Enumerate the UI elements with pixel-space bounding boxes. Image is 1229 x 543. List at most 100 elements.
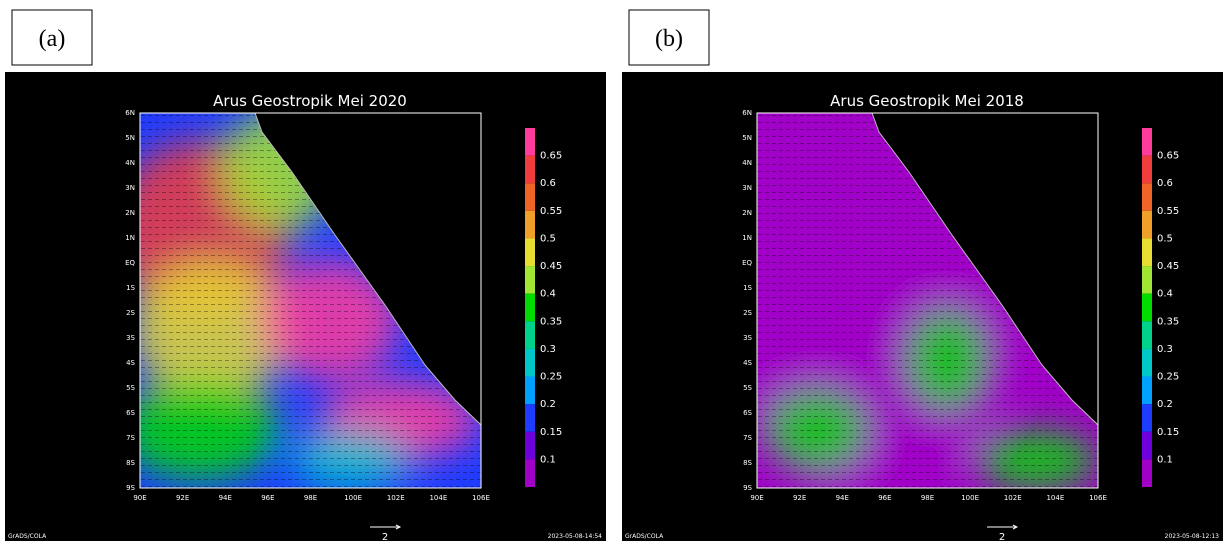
lat-tick-label: 1N <box>125 234 135 242</box>
timestamp: 2023-05-08-14:54 <box>548 533 603 540</box>
vector-field <box>110 110 481 490</box>
lat-tick-label: EQ <box>742 259 752 267</box>
map-title: Arus Geostropik Mei 2018 <box>830 92 1024 110</box>
lat-tick-label: 6S <box>126 409 135 417</box>
footer-left: GrADS/COLA <box>8 533 47 540</box>
lat-tick-label: 5N <box>742 134 752 142</box>
colorbar-segment <box>525 294 535 322</box>
colorbar-segment <box>1142 459 1152 487</box>
colorbar-label: 0.55 <box>540 206 562 217</box>
lat-tick-label: 6N <box>742 109 752 117</box>
lon-tick-label: 100E <box>961 494 979 502</box>
lon-tick-label: 96E <box>878 494 891 502</box>
colorbar-label: 0.2 <box>540 399 556 410</box>
colorbar-segment <box>1142 238 1152 266</box>
colorbar-segment <box>1142 377 1152 405</box>
lat-tick-label: 8S <box>126 459 135 467</box>
colorbar-segment <box>1142 128 1152 156</box>
scale-label: 2 <box>999 532 1005 543</box>
colorbar-label: 0.6 <box>540 178 556 189</box>
colorbar-segment <box>525 156 535 184</box>
lon-tick-label: 104E <box>1046 494 1064 502</box>
colorbar-segment <box>1142 183 1152 211</box>
lat-tick-label: 8S <box>743 459 752 467</box>
colorbar-label: 0.1 <box>1157 454 1173 465</box>
lon-tick-label: 98E <box>304 494 317 502</box>
colorbar-label: 0.5 <box>540 233 556 244</box>
colorbar-label: 0.65 <box>540 151 562 162</box>
scale-label: 2 <box>382 532 388 543</box>
colorbar-segment <box>1142 294 1152 322</box>
lat-tick-label: EQ <box>125 259 135 267</box>
panel: (b)Arus Geostropik Mei 20186N5N4N3N2N1NE… <box>622 10 1223 543</box>
lat-tick-label: 3N <box>125 184 135 192</box>
lon-tick-label: 96E <box>261 494 274 502</box>
lat-tick-label: 3S <box>126 334 135 342</box>
lat-tick-label: 7S <box>126 434 135 442</box>
colorbar-segment <box>525 432 535 460</box>
lon-tick-label: 102E <box>1004 494 1022 502</box>
lat-tick-label: 5S <box>126 384 135 392</box>
lat-tick-label: 1S <box>743 284 752 292</box>
colorbar-label: 0.35 <box>1157 316 1179 327</box>
lat-tick-label: 4S <box>743 359 752 367</box>
lat-tick-label: 2S <box>743 309 752 317</box>
panel: (a) Arus Geostropik Mei 2020 6N 5N 4N 3N 2N 1N E… <box>5 10 606 543</box>
page: (a) Arus Geostropik Mei 2020 6N 5N 4N 3N 2N 1N E… <box>0 0 1229 543</box>
colorbar-segment <box>525 321 535 349</box>
lon-tick-label: 104E <box>429 494 447 502</box>
colorbar-label: 0.15 <box>540 427 562 438</box>
colorbar-segment <box>525 266 535 294</box>
lon-tick-label: 106E <box>1089 494 1107 502</box>
lat-tick-label: 5N <box>125 134 135 142</box>
lon-tick-label: 90E <box>750 494 763 502</box>
lat-tick-label: 2N <box>742 209 752 217</box>
map-title: Arus Geostropik Mei 2020 <box>213 92 407 110</box>
colorbar-segment <box>525 349 535 377</box>
lat-tick-label: 2S <box>126 309 135 317</box>
colorbar-label: 0.5 <box>1157 233 1173 244</box>
colorbar-segment <box>525 183 535 211</box>
colorbar-segment <box>1142 321 1152 349</box>
colorbar-segment <box>1142 266 1152 294</box>
colorbar-segment <box>1142 349 1152 377</box>
colorbar-segment <box>1142 211 1152 239</box>
colorbar-label: 0.2 <box>1157 399 1173 410</box>
lon-tick-label: 92E <box>176 494 189 502</box>
lat-tick-label: 4N <box>125 159 135 167</box>
colorbar-label: 0.15 <box>1157 427 1179 438</box>
lon-tick-label: 92E <box>793 494 806 502</box>
colorbar-label: 0.25 <box>1157 372 1179 383</box>
colorbar-label: 0.55 <box>1157 206 1179 217</box>
lat-tick-label: 4N <box>742 159 752 167</box>
footer-left: GrADS/COLA <box>625 533 664 540</box>
lon-tick-label: 98E <box>921 494 934 502</box>
colorbar-label: 0.4 <box>540 289 556 300</box>
lon-tick-label: 94E <box>219 494 232 502</box>
lat-tick-label: 3S <box>743 334 752 342</box>
lat-tick-label: 4S <box>126 359 135 367</box>
colorbar-segment <box>525 459 535 487</box>
lon-tick-label: 102E <box>387 494 405 502</box>
lon-tick-label: 100E <box>344 494 362 502</box>
colorbar-label: 0.65 <box>1157 151 1179 162</box>
lat-tick-label: 6N <box>125 109 135 117</box>
lon-tick-label: 90E <box>133 494 146 502</box>
colorbar-segment <box>525 404 535 432</box>
colorbar-label: 0.3 <box>540 344 556 355</box>
lat-tick-label: 9S <box>743 484 752 492</box>
lat-tick-label: 2N <box>125 209 135 217</box>
vector-field <box>717 100 1098 500</box>
lat-tick-label: 6S <box>743 409 752 417</box>
panel-label: (a) <box>39 26 66 52</box>
colorbar-label: 0.35 <box>540 316 562 327</box>
colorbar-label: 0.3 <box>1157 344 1173 355</box>
colorbar-segment <box>525 128 535 156</box>
colorbar-label: 0.45 <box>540 261 562 272</box>
colorbar-label: 0.1 <box>540 454 556 465</box>
colorbar-segment <box>525 211 535 239</box>
colorbar-label: 0.6 <box>1157 178 1173 189</box>
colorbar-segment <box>1142 404 1152 432</box>
colorbar-segment <box>525 377 535 405</box>
colorbar-segment <box>1142 156 1152 184</box>
